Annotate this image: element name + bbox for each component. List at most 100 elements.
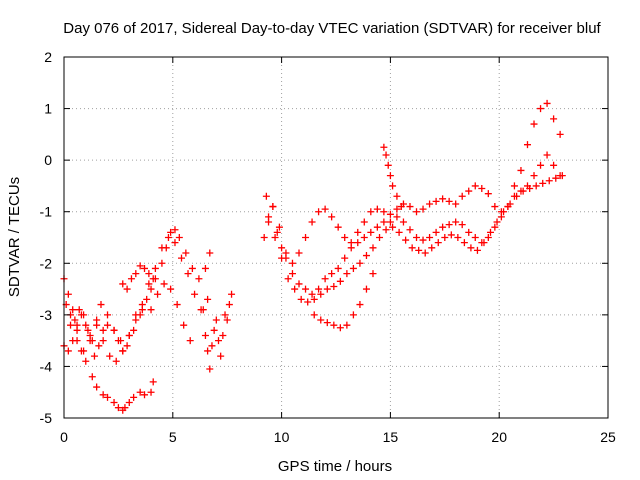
- y-tick-label: 2: [44, 49, 52, 65]
- data-point: [110, 326, 118, 334]
- x-tick-label: 0: [60, 429, 68, 445]
- data-point: [127, 275, 135, 283]
- plot-frame: [63, 56, 609, 419]
- data-point: [195, 275, 203, 283]
- data-point: [269, 203, 277, 211]
- data-point: [308, 290, 316, 298]
- data-point: [304, 298, 312, 306]
- x-tick-labels: 0 5 10 15 20 25: [60, 429, 616, 445]
- y-tick-label: 0: [44, 152, 52, 168]
- data-point: [356, 301, 364, 309]
- data-point: [386, 218, 394, 226]
- data-point: [360, 234, 368, 241]
- data-point: [336, 277, 344, 285]
- data-point: [160, 280, 168, 288]
- data-point: [260, 234, 268, 241]
- x-tick-label: 25: [600, 429, 616, 445]
- data-series: [60, 275, 157, 414]
- data-point: [445, 221, 453, 229]
- y-axis-label: SDTVAR / TECUs: [6, 177, 23, 297]
- data-point: [419, 205, 427, 213]
- data-point: [130, 393, 138, 401]
- x-tick-label: 10: [274, 429, 290, 445]
- data-point: [413, 208, 421, 216]
- data-point: [308, 218, 316, 226]
- data-point: [84, 326, 92, 334]
- data-point: [265, 218, 273, 226]
- data-point: [273, 228, 281, 236]
- data-point: [297, 295, 305, 303]
- data-point: [151, 264, 159, 272]
- data-point: [121, 404, 129, 412]
- data-points: [60, 99, 566, 414]
- data-point: [510, 182, 518, 190]
- data-point: [386, 172, 394, 180]
- data-point: [389, 223, 397, 231]
- data-point: [328, 213, 336, 221]
- data-point: [284, 275, 292, 283]
- data-point: [147, 285, 155, 293]
- y-tick-label: -4: [40, 358, 53, 374]
- data-point: [99, 337, 107, 345]
- data-point: [393, 213, 401, 221]
- data-point: [397, 203, 405, 211]
- data-point: [330, 282, 338, 290]
- data-series: [67, 280, 194, 365]
- data-point: [147, 306, 155, 314]
- data-point: [447, 231, 455, 239]
- data-point: [558, 172, 566, 180]
- data-point: [141, 391, 149, 399]
- data-point: [526, 185, 534, 193]
- data-point: [219, 331, 227, 339]
- data-point: [421, 249, 429, 257]
- data-point: [347, 244, 355, 252]
- data-point: [262, 192, 270, 200]
- data-point: [343, 270, 351, 278]
- data-point: [158, 259, 166, 267]
- data-point: [86, 331, 94, 339]
- data-point: [432, 197, 440, 205]
- data-point: [426, 200, 434, 208]
- data-point: [271, 234, 279, 241]
- y-tick-label: -3: [40, 307, 53, 323]
- data-point: [208, 342, 216, 350]
- data-point: [145, 280, 153, 288]
- data-point: [380, 208, 388, 216]
- data-point: [123, 342, 131, 350]
- data-point: [458, 192, 466, 200]
- data-point: [389, 182, 397, 190]
- data-point: [523, 141, 531, 149]
- data-point: [99, 391, 107, 399]
- x-tick-label: 5: [169, 429, 177, 445]
- data-series: [119, 262, 157, 293]
- data-point: [315, 208, 323, 216]
- data-point: [310, 295, 318, 303]
- data-point: [454, 234, 462, 241]
- data-point: [354, 239, 362, 247]
- data-point: [278, 244, 286, 252]
- data-point: [419, 236, 427, 244]
- data-point: [519, 187, 527, 195]
- data-point: [114, 337, 122, 345]
- data-point: [106, 352, 114, 360]
- data-point: [317, 316, 325, 324]
- data-point: [550, 161, 558, 169]
- data-point: [104, 321, 112, 329]
- data-point: [413, 234, 421, 241]
- data-point: [439, 195, 447, 203]
- data-point: [393, 205, 401, 213]
- data-point: [432, 228, 440, 236]
- data-point: [99, 326, 107, 334]
- data-point: [302, 285, 310, 293]
- data-point: [154, 290, 162, 298]
- data-series: [380, 143, 405, 211]
- data-point: [173, 301, 181, 309]
- data-point: [402, 236, 410, 244]
- data-point: [341, 254, 349, 262]
- data-point: [206, 249, 214, 257]
- data-point: [321, 205, 329, 213]
- data-point: [356, 259, 364, 267]
- data-point: [184, 270, 192, 278]
- data-point: [556, 130, 564, 138]
- y-tick-label: -1: [40, 204, 53, 220]
